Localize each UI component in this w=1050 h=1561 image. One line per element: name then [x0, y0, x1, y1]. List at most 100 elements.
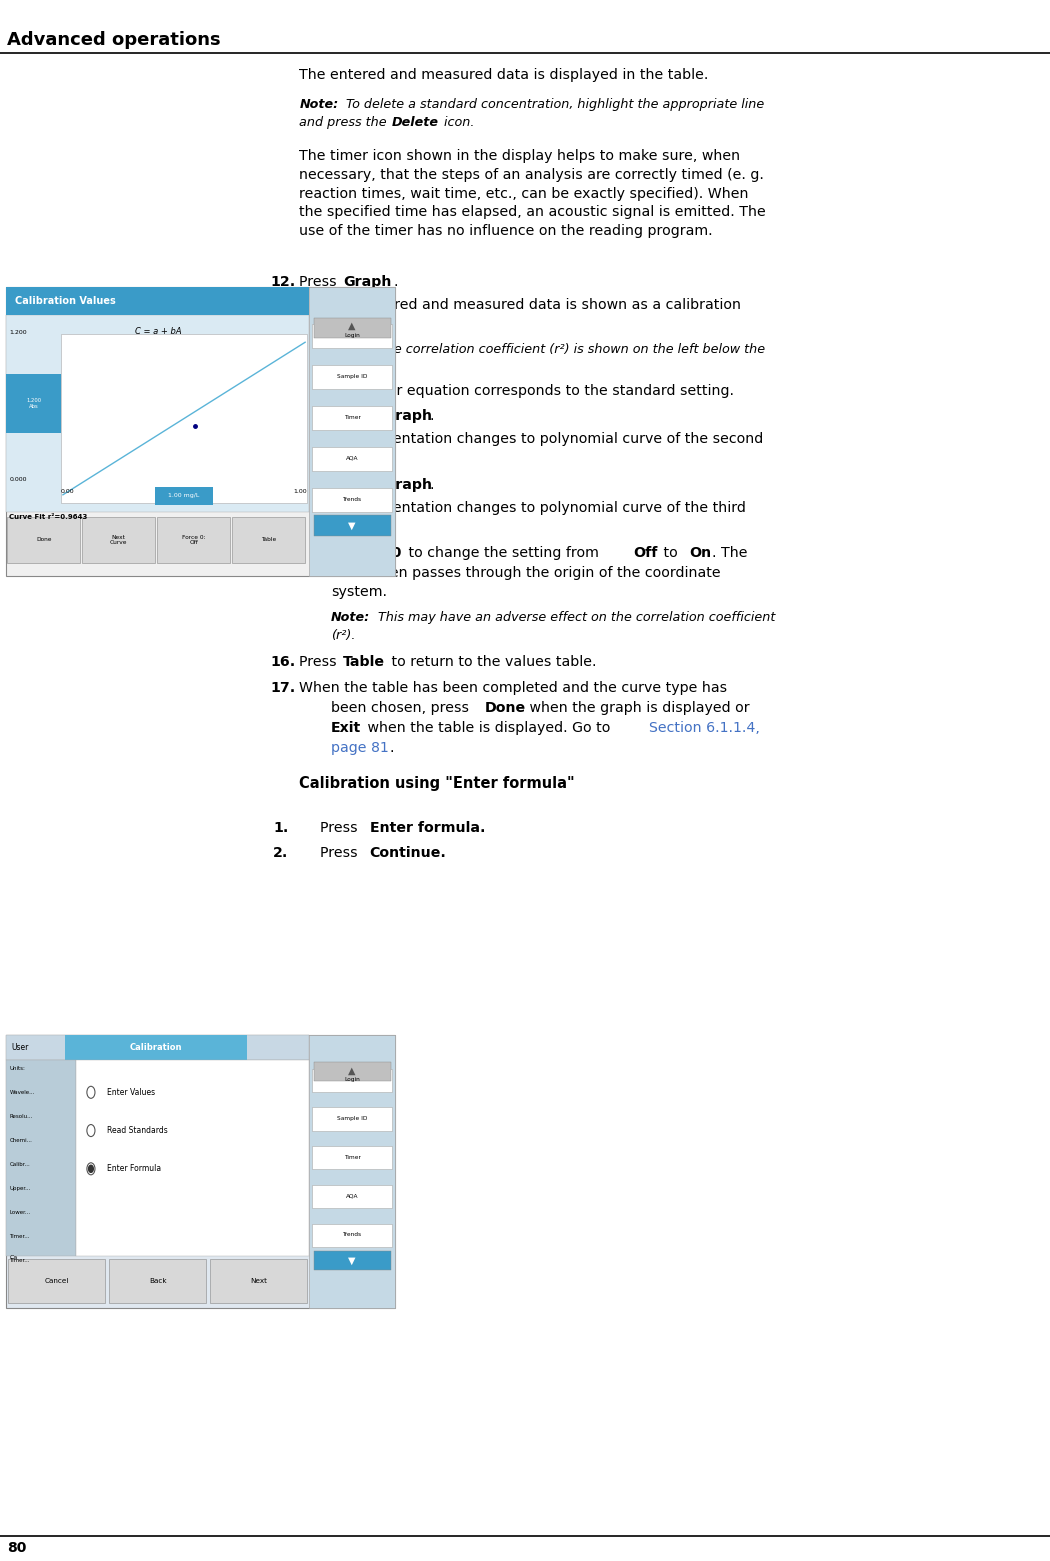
Text: Press: Press: [299, 546, 341, 560]
Text: .: .: [429, 409, 434, 423]
Bar: [313, 1069, 392, 1093]
Text: 80: 80: [7, 1541, 26, 1555]
Text: Off: Off: [633, 546, 657, 560]
Text: Done: Done: [36, 537, 51, 542]
Text: when the table is displayed. Go to: when the table is displayed. Go to: [363, 721, 615, 735]
Bar: [313, 406, 392, 431]
Text: Press: Press: [320, 846, 362, 860]
Text: Force 0:
Off: Force 0: Off: [182, 534, 206, 545]
Bar: [313, 446, 392, 471]
Text: Section 6.1.1.4,: Section 6.1.1.4,: [649, 721, 760, 735]
Text: Ca: Ca: [9, 1255, 18, 1260]
Text: .: .: [390, 741, 394, 756]
Text: Calibr...: Calibr...: [9, 1161, 30, 1168]
Bar: [6, 287, 310, 315]
Text: (r²).: (r²).: [331, 629, 355, 643]
Text: 1.: 1.: [273, 821, 289, 835]
Text: User: User: [12, 1043, 29, 1052]
Text: This may have an adverse effect on the correlation coefficient: This may have an adverse effect on the c…: [374, 612, 775, 624]
Bar: [210, 1258, 308, 1302]
Text: 1.200: 1.200: [9, 331, 27, 336]
Bar: [6, 375, 61, 434]
Bar: [6, 1035, 310, 1060]
Text: Press: Press: [299, 656, 341, 670]
Bar: [313, 325, 392, 348]
Text: 12.: 12.: [271, 275, 296, 289]
Text: Units:: Units:: [9, 1066, 25, 1071]
Text: Exit: Exit: [331, 721, 361, 735]
Text: Enter formula.: Enter formula.: [370, 821, 485, 835]
Text: The linear equation corresponds to the standard setting.: The linear equation corresponds to the s…: [331, 384, 734, 398]
Text: C = a + bA: C = a + bA: [134, 326, 182, 336]
Text: Delete: Delete: [392, 117, 439, 130]
Text: 1.00: 1.00: [294, 489, 308, 493]
Bar: [6, 1035, 395, 1308]
Text: Press: Press: [299, 478, 341, 492]
Text: 2.: 2.: [273, 846, 289, 860]
Text: ▲: ▲: [349, 322, 356, 331]
Text: .: .: [429, 478, 434, 492]
Text: axes.: axes.: [331, 361, 364, 375]
Text: 13.: 13.: [271, 409, 296, 423]
Bar: [313, 1146, 392, 1169]
Text: Chemi...: Chemi...: [9, 1138, 33, 1143]
Text: Upper...: Upper...: [9, 1186, 30, 1191]
Text: Next
Curve: Next Curve: [110, 534, 127, 545]
Text: Timer: Timer: [343, 415, 360, 420]
Text: Timer...: Timer...: [9, 1235, 30, 1239]
Bar: [77, 1060, 310, 1257]
Text: Back: Back: [149, 1278, 167, 1283]
Text: 17.: 17.: [271, 681, 296, 695]
Bar: [310, 287, 395, 576]
Text: . The: . The: [712, 546, 748, 560]
Text: 14.: 14.: [271, 478, 296, 492]
Text: Resolu...: Resolu...: [9, 1115, 33, 1119]
Text: 1.00 mg/L: 1.00 mg/L: [168, 493, 200, 498]
Bar: [313, 1185, 392, 1208]
Text: Advanced operations: Advanced operations: [7, 31, 220, 50]
Text: when the graph is displayed or: when the graph is displayed or: [525, 701, 750, 715]
Bar: [313, 365, 392, 389]
Bar: [154, 487, 213, 504]
Text: to return to the values table.: to return to the values table.: [387, 656, 597, 670]
Text: Table: Table: [261, 537, 276, 542]
Text: Cancel: Cancel: [44, 1278, 69, 1283]
Text: To delete a standard concentration, highlight the appropriate line: To delete a standard concentration, high…: [342, 98, 764, 111]
Text: Calibration: Calibration: [129, 1043, 182, 1052]
Text: Note:: Note:: [299, 98, 338, 111]
Bar: [6, 287, 395, 576]
Text: The entered and measured data is shown as a calibration
curve.: The entered and measured data is shown a…: [331, 298, 740, 331]
Bar: [8, 1258, 105, 1302]
Text: On: On: [689, 546, 711, 560]
Text: Timer...: Timer...: [9, 1258, 30, 1263]
Text: The entered and measured data is displayed in the table.: The entered and measured data is display…: [299, 69, 709, 83]
Bar: [314, 317, 391, 337]
Text: Wavele...: Wavele...: [9, 1090, 35, 1094]
Text: Table: Table: [343, 656, 385, 670]
Text: Note:: Note:: [331, 343, 370, 356]
Text: Done: Done: [485, 701, 526, 715]
Text: Lower...: Lower...: [9, 1210, 30, 1214]
Text: Login: Login: [344, 332, 360, 339]
Text: Next graph: Next graph: [343, 409, 433, 423]
Text: to change the setting from: to change the setting from: [404, 546, 604, 560]
Text: Sample ID: Sample ID: [337, 1116, 368, 1121]
Bar: [310, 1035, 395, 1308]
Text: 1.200
Abs: 1.200 Abs: [26, 398, 41, 409]
Bar: [313, 1224, 392, 1247]
Text: Timer: Timer: [343, 1155, 360, 1160]
Bar: [313, 1107, 392, 1130]
Text: curve then passes through the origin of the coordinate
system.: curve then passes through the origin of …: [331, 567, 720, 599]
Bar: [61, 334, 308, 503]
Text: Continue.: Continue.: [370, 846, 446, 860]
Text: ▼: ▼: [349, 520, 356, 531]
Bar: [6, 1060, 77, 1257]
Text: 15.: 15.: [271, 546, 296, 560]
Text: Read Standards: Read Standards: [107, 1125, 167, 1135]
Text: Next: Next: [250, 1278, 268, 1283]
Text: .: .: [394, 275, 398, 289]
Bar: [65, 1035, 247, 1060]
Text: Sample ID: Sample ID: [337, 375, 368, 379]
Text: Press: Press: [320, 821, 362, 835]
Text: Next graph: Next graph: [343, 478, 433, 492]
